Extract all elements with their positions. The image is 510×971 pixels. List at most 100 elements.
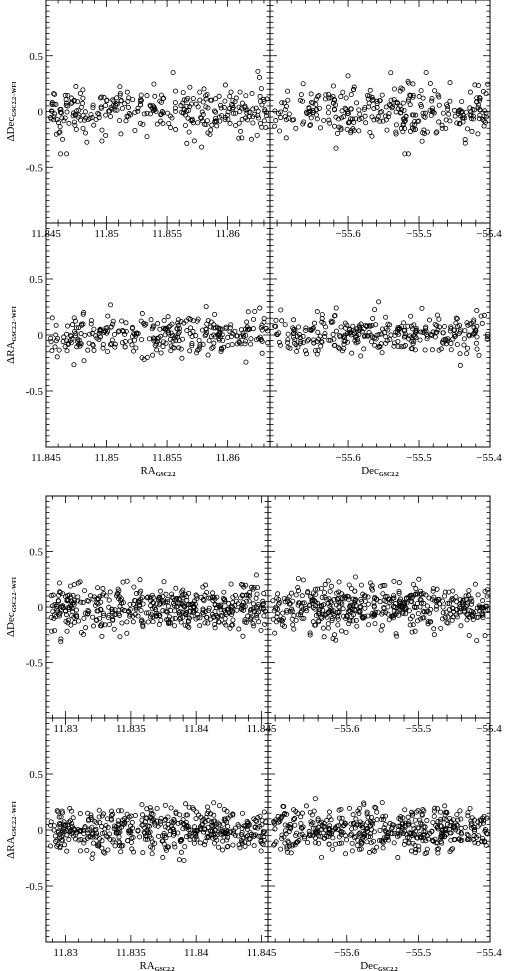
data-point	[437, 819, 443, 825]
data-point	[349, 607, 355, 613]
data-point	[57, 589, 63, 595]
data-point	[354, 842, 360, 848]
data-point	[80, 321, 86, 327]
data-point	[477, 112, 483, 118]
data-point	[173, 127, 179, 133]
data-point	[325, 91, 331, 97]
data-point	[407, 593, 413, 599]
data-point	[76, 618, 82, 624]
data-point	[400, 821, 406, 827]
data-point	[172, 105, 178, 111]
x-tick-label: 11.85	[94, 452, 119, 464]
data-point	[279, 100, 285, 106]
data-point	[260, 841, 266, 847]
data-point	[54, 354, 60, 360]
data-point	[234, 607, 240, 613]
data-point	[258, 605, 264, 611]
data-point	[291, 807, 297, 813]
data-point	[467, 805, 473, 811]
data-point	[90, 343, 96, 349]
data-point	[476, 352, 482, 358]
data-point	[292, 822, 298, 828]
data-point	[427, 830, 433, 836]
data-point	[375, 114, 381, 120]
data-point	[275, 591, 281, 597]
data-point	[140, 850, 146, 856]
data-point	[314, 309, 320, 315]
data-point	[108, 105, 114, 111]
data-point	[191, 824, 197, 830]
data-point	[259, 350, 265, 356]
x-tick-label: 11.86	[215, 452, 240, 464]
data-point	[456, 829, 462, 835]
data-point	[383, 314, 389, 320]
data-point	[239, 602, 245, 608]
data-point	[424, 603, 430, 609]
data-point	[446, 111, 452, 117]
data-point	[253, 605, 259, 611]
x-tick-label: −55.4	[476, 947, 502, 959]
data-point	[99, 138, 105, 144]
data-point	[117, 634, 123, 640]
data-point	[83, 625, 89, 631]
data-point	[244, 319, 250, 325]
data-point	[218, 102, 224, 108]
data-point	[71, 119, 77, 125]
data-point	[467, 607, 473, 613]
data-point	[396, 612, 402, 618]
data-point	[220, 338, 226, 344]
data-point	[312, 586, 318, 592]
y-tick-label: 0	[38, 107, 44, 119]
data-point	[144, 134, 150, 140]
data-point	[366, 100, 372, 106]
data-point	[344, 126, 350, 132]
data-point	[75, 594, 81, 600]
data-point	[332, 841, 338, 847]
data-point	[242, 839, 248, 845]
data-point	[194, 836, 200, 842]
data-point	[209, 345, 215, 351]
data-point	[379, 92, 385, 98]
data-point	[431, 626, 437, 632]
data-point	[232, 825, 238, 831]
data-point	[54, 606, 60, 612]
data-point	[356, 810, 362, 816]
data-point	[444, 822, 450, 828]
data-point	[370, 315, 376, 321]
data-point	[447, 80, 453, 86]
data-point	[292, 816, 298, 822]
data-point	[84, 847, 90, 853]
data-point	[53, 322, 59, 328]
data-point	[330, 636, 336, 642]
data-point	[426, 595, 432, 601]
data-point	[352, 588, 358, 594]
data-point	[369, 98, 375, 104]
data-point	[262, 621, 268, 627]
data-point	[447, 607, 453, 613]
data-point	[335, 622, 341, 628]
data-point	[347, 119, 353, 125]
data-point	[198, 826, 204, 832]
data-point	[332, 312, 338, 318]
data-point	[482, 839, 488, 845]
data-point	[70, 829, 76, 835]
data-point	[331, 106, 337, 112]
data-point	[410, 840, 416, 846]
data-point	[112, 341, 118, 347]
data-point	[414, 600, 420, 606]
data-point	[183, 612, 189, 618]
data-point	[432, 598, 438, 604]
data-point	[442, 615, 448, 621]
data-point	[251, 111, 257, 117]
data-point	[78, 321, 84, 327]
data-point	[112, 612, 118, 618]
data-point	[239, 135, 245, 141]
data-point	[442, 833, 448, 839]
data-point	[97, 328, 103, 334]
data-point	[433, 130, 439, 136]
data-point	[144, 110, 150, 116]
data-point	[326, 814, 332, 820]
data-point	[383, 117, 389, 123]
data-point	[133, 605, 139, 611]
data-point	[175, 820, 181, 826]
